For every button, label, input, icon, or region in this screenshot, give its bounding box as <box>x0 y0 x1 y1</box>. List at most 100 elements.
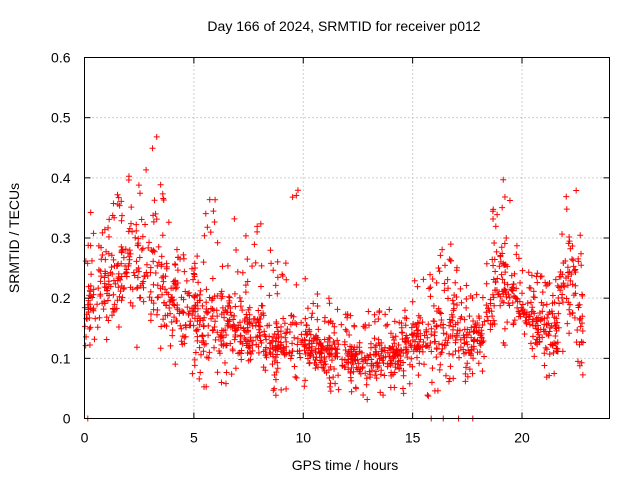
data-point <box>534 270 541 277</box>
data-point <box>499 204 506 211</box>
data-point <box>97 278 104 285</box>
data-point <box>232 303 239 310</box>
data-point <box>426 285 433 292</box>
data-point <box>272 376 279 383</box>
data-point <box>326 353 333 360</box>
data-point <box>348 344 355 351</box>
data-point <box>416 348 423 355</box>
data-point <box>124 250 131 257</box>
data-point <box>408 331 415 338</box>
data-point <box>437 350 444 357</box>
data-point <box>414 354 421 361</box>
data-point <box>433 322 440 329</box>
data-point <box>169 327 176 334</box>
data-point <box>431 329 438 336</box>
data-point <box>399 329 406 336</box>
data-point <box>270 353 277 360</box>
data-point <box>561 283 568 290</box>
data-point <box>178 294 185 301</box>
data-point <box>487 320 494 327</box>
data-point <box>464 360 471 367</box>
data-point <box>132 234 139 241</box>
data-point <box>579 291 586 298</box>
data-point <box>274 365 281 372</box>
data-point <box>128 204 135 211</box>
data-point <box>574 358 581 365</box>
data-point <box>306 328 313 335</box>
data-point <box>534 329 541 336</box>
data-point <box>231 323 238 330</box>
data-point <box>549 342 556 349</box>
data-point <box>537 317 544 324</box>
data-point <box>391 352 398 359</box>
data-point <box>231 215 238 222</box>
data-point <box>117 288 124 295</box>
data-point <box>447 241 454 248</box>
data-point <box>447 333 454 340</box>
data-point <box>513 242 520 249</box>
data-point <box>360 392 367 399</box>
data-point <box>260 310 267 317</box>
data-point <box>517 279 524 286</box>
data-point <box>423 342 430 349</box>
data-point <box>122 246 129 253</box>
data-point <box>440 321 447 328</box>
data-point <box>171 314 178 321</box>
data-point <box>390 355 397 362</box>
data-point <box>109 271 116 278</box>
data-point <box>283 329 290 336</box>
data-point <box>118 198 125 205</box>
data-point <box>419 348 426 355</box>
data-point <box>356 368 363 375</box>
data-point <box>355 360 362 367</box>
data-point <box>138 246 145 253</box>
data-point <box>125 262 132 269</box>
data-point <box>272 392 279 399</box>
data-point <box>305 345 312 352</box>
data-point <box>428 331 435 338</box>
data-point <box>326 342 333 349</box>
data-point <box>115 194 122 201</box>
data-point <box>352 384 359 391</box>
data-point <box>258 262 265 269</box>
x-tick-label: 20 <box>514 430 530 446</box>
data-point <box>421 332 428 339</box>
data-point <box>289 347 296 354</box>
data-point <box>288 312 295 319</box>
data-point <box>107 283 114 290</box>
data-point <box>464 373 471 380</box>
data-point <box>571 314 578 321</box>
data-point <box>480 353 487 360</box>
data-point <box>446 322 453 329</box>
data-point <box>291 334 298 341</box>
data-point <box>274 258 281 265</box>
data-point <box>567 277 574 284</box>
data-point <box>84 301 91 308</box>
data-point <box>283 343 290 350</box>
data-point <box>506 294 513 301</box>
data-point <box>532 339 539 346</box>
data-point <box>272 354 279 361</box>
data-point <box>205 322 212 329</box>
data-point <box>87 288 94 295</box>
data-point <box>266 333 273 340</box>
data-point <box>468 346 475 353</box>
data-point <box>236 319 243 326</box>
data-point <box>578 320 585 327</box>
data-point <box>103 314 110 321</box>
data-point <box>153 133 160 140</box>
data-point <box>110 277 117 284</box>
data-point <box>435 305 442 312</box>
data-point <box>201 383 208 390</box>
data-point <box>382 353 389 360</box>
data-point <box>576 316 583 323</box>
data-point <box>230 316 237 323</box>
data-point <box>278 333 285 340</box>
data-point <box>131 272 138 279</box>
y-tick-label: 0.4 <box>51 170 71 186</box>
data-point <box>548 322 555 329</box>
data-point <box>575 258 582 265</box>
data-point <box>242 232 249 239</box>
data-point <box>217 333 224 340</box>
data-point <box>294 341 301 348</box>
